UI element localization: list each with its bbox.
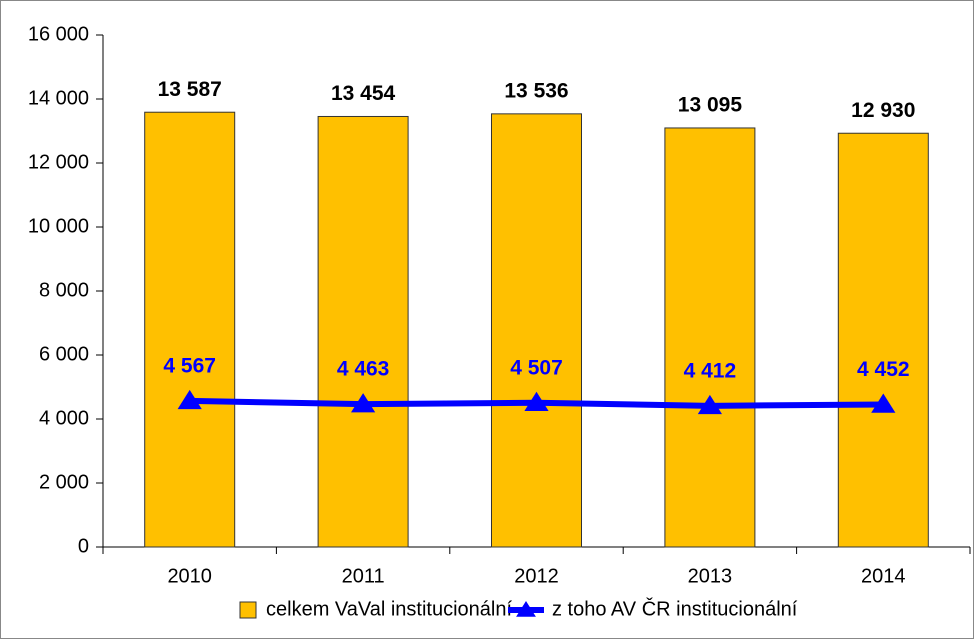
bar	[491, 113, 582, 548]
bar	[144, 111, 236, 548]
marker	[524, 391, 549, 412]
y-tick-label: 0	[78, 535, 89, 557]
data-label: 13 587	[158, 78, 222, 101]
legend-swatch	[239, 601, 257, 619]
marker	[351, 393, 376, 413]
data-label: 13 095	[678, 94, 743, 117]
marker	[871, 393, 896, 413]
data-label: 4 452	[857, 358, 910, 381]
data-label: 4 567	[163, 354, 216, 377]
x-tick-label: 2013	[688, 565, 733, 587]
y-tick-label: 16 000	[28, 23, 89, 45]
bar	[664, 127, 756, 548]
data-label: 4 507	[510, 356, 563, 379]
data-label: 13 454	[331, 82, 396, 105]
data-label: 4 463	[337, 358, 390, 381]
y-tick-label: 10 000	[28, 215, 89, 237]
data-label: 4 412	[684, 359, 737, 382]
y-tick-label: 12 000	[28, 151, 89, 173]
marker	[697, 394, 722, 415]
x-tick-label: 2014	[861, 565, 906, 587]
x-tick-label: 2012	[514, 565, 559, 587]
x-tick-label: 2010	[167, 565, 212, 587]
y-tick-label: 14 000	[28, 87, 89, 109]
bar	[317, 115, 409, 548]
data-label: 13 536	[504, 79, 568, 102]
y-tick-label: 6 000	[39, 343, 89, 365]
marker	[177, 389, 202, 410]
y-tick-label: 2 000	[39, 471, 89, 493]
data-label: 12 930	[851, 99, 915, 122]
x-tick-label: 2011	[342, 565, 385, 587]
legend-label: z toho AV ČR institucionální	[552, 597, 798, 620]
legend-label: celkem VaVal institucionální	[266, 598, 512, 620]
y-tick-label: 8 000	[39, 279, 89, 301]
bar	[837, 132, 929, 548]
legend-marker	[516, 601, 536, 617]
y-tick-label: 4 000	[39, 407, 89, 429]
